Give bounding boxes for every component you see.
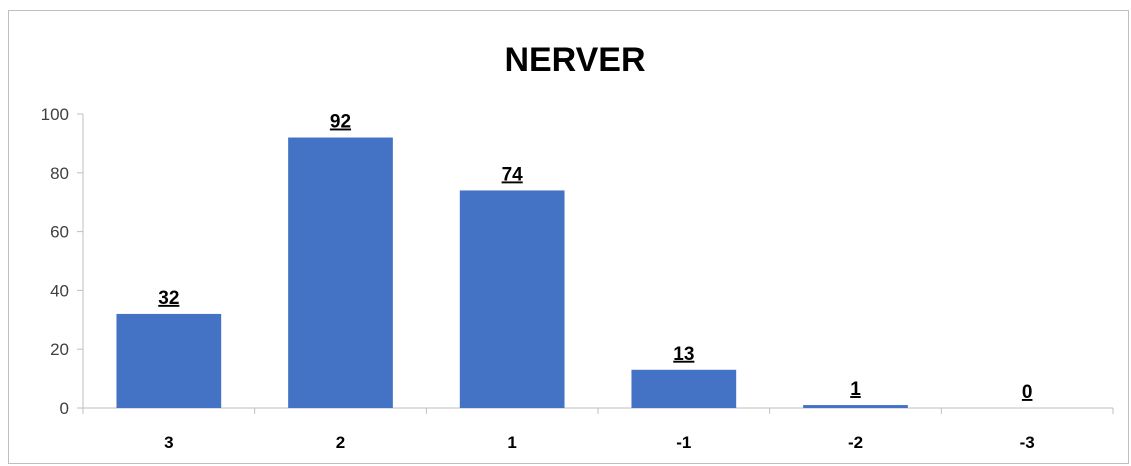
data-label: 13 [673, 344, 694, 365]
y-tick-label: 80 [50, 164, 69, 183]
x-category-label: 3 [164, 433, 173, 452]
data-label: 92 [330, 112, 351, 133]
bar [803, 405, 908, 408]
y-tick-label: 20 [50, 340, 69, 359]
x-category-label: 2 [336, 433, 345, 452]
bar [631, 369, 737, 408]
bar [459, 190, 565, 408]
chart-title: NERVER [504, 41, 645, 79]
x-category-label: -2 [848, 433, 863, 452]
x-category-label: 1 [507, 433, 516, 452]
bar [116, 313, 222, 408]
y-tick-label: 100 [41, 105, 69, 124]
x-category-label: -3 [1020, 433, 1035, 452]
data-label: 1 [850, 379, 861, 400]
data-labels: 32 92 74 13 1 0 [158, 112, 1032, 403]
y-tick-label: 40 [50, 281, 69, 300]
data-label: 32 [158, 288, 179, 309]
x-category-label: -1 [676, 433, 691, 452]
bar [288, 137, 393, 408]
x-axis-categories: 3 2 1 -1 -2 -3 [164, 433, 1035, 452]
chart-axes [77, 114, 1114, 414]
data-label: 0 [1022, 382, 1033, 403]
y-tick-label: 60 [50, 223, 69, 242]
y-axis-ticks: 0 20 40 60 80 100 [41, 105, 83, 418]
data-label: 74 [502, 164, 524, 185]
y-tick-label: 0 [60, 399, 69, 418]
bar-series [116, 137, 908, 408]
